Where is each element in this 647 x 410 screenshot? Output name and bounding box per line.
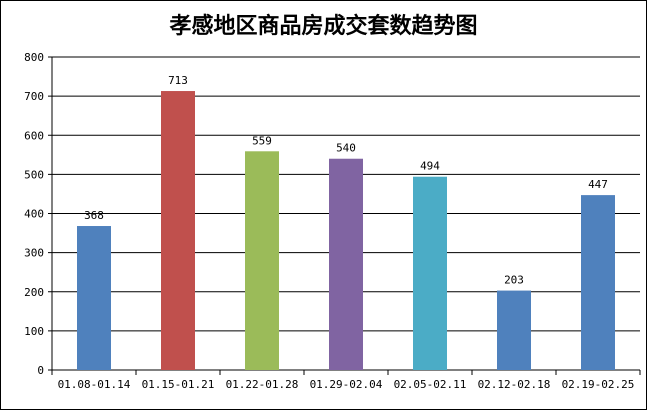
x-tick-label: 02.19-02.25	[562, 378, 635, 391]
y-tick-label: 400	[24, 208, 44, 221]
x-tick-label: 01.15-01.21	[142, 378, 215, 391]
y-tick-label: 0	[37, 364, 44, 377]
x-tick-label: 01.08-01.14	[58, 378, 131, 391]
bar	[413, 176, 447, 370]
bar	[497, 290, 531, 370]
y-tick-label: 700	[24, 90, 44, 103]
y-tick-label: 800	[24, 51, 44, 64]
bar	[245, 151, 279, 370]
x-tick-label: 01.22-01.28	[226, 378, 299, 391]
data-label: 494	[420, 160, 440, 173]
x-tick-label: 01.29-02.04	[310, 378, 383, 391]
data-label: 540	[336, 142, 356, 155]
bar	[581, 195, 615, 370]
x-tick-label: 02.12-02.18	[478, 378, 551, 391]
y-tick-label: 600	[24, 129, 44, 142]
data-label: 447	[588, 178, 608, 191]
data-label: 559	[252, 134, 272, 147]
bar	[329, 158, 363, 370]
y-tick-label: 300	[24, 247, 44, 260]
y-tick-label: 500	[24, 168, 44, 181]
bar	[161, 91, 195, 370]
data-label: 203	[504, 274, 524, 287]
y-tick-label: 100	[24, 325, 44, 338]
data-label: 713	[168, 74, 188, 87]
data-label: 368	[84, 209, 104, 222]
bar	[77, 226, 111, 370]
x-tick-label: 02.05-02.11	[394, 378, 467, 391]
chart-title: 孝感地区商品房成交套数趋势图	[169, 14, 478, 39]
y-tick-label: 200	[24, 286, 44, 299]
